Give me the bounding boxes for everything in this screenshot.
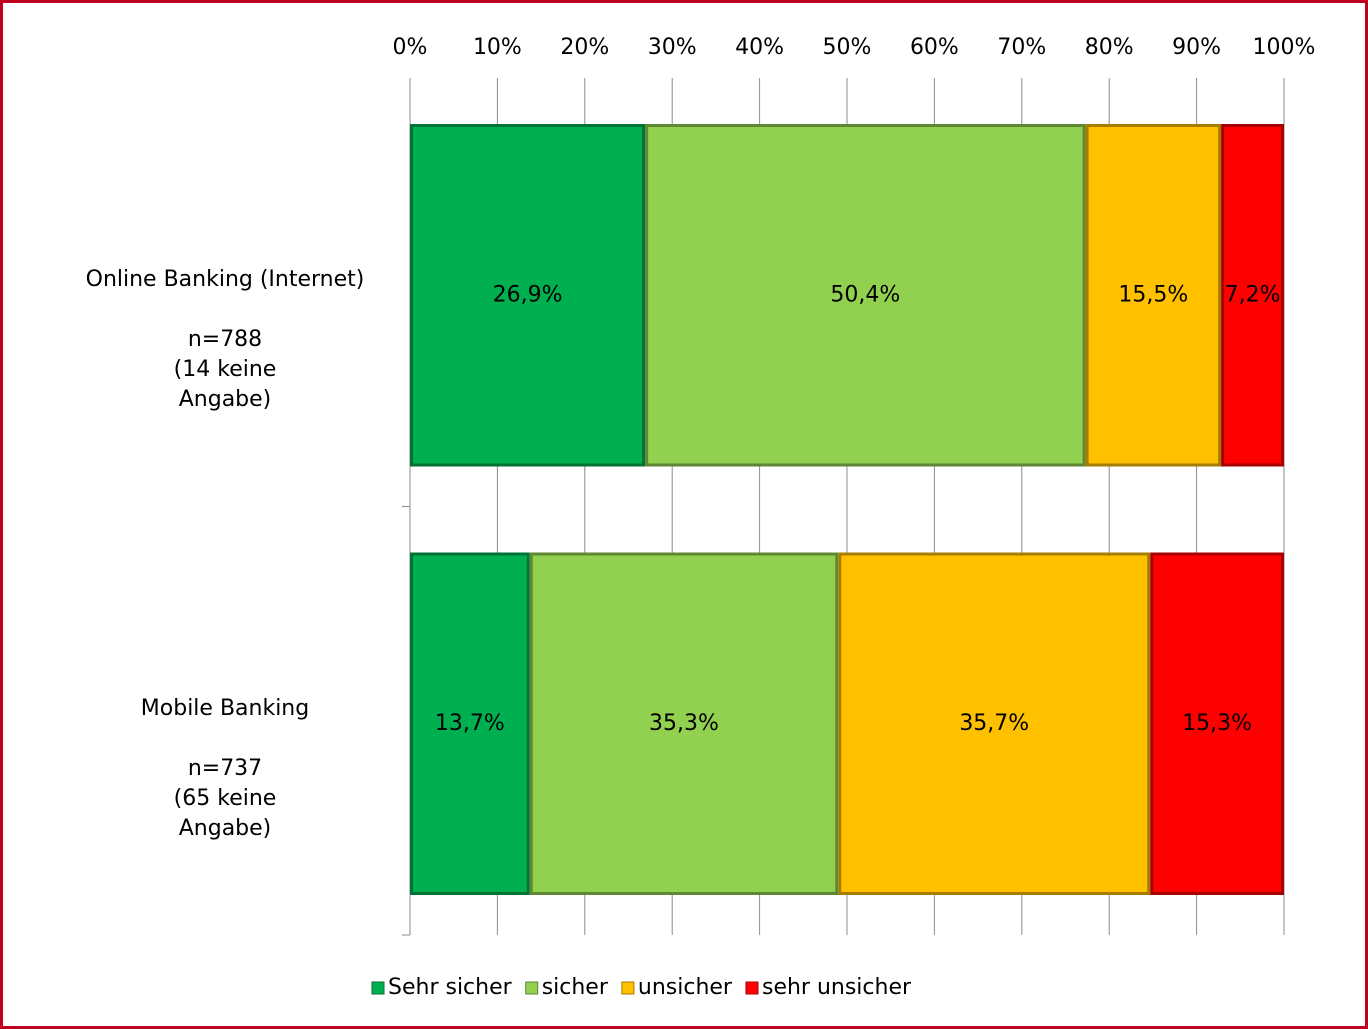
data-label: 7,2% bbox=[1225, 282, 1281, 307]
x-tick-label: 90% bbox=[1172, 35, 1221, 60]
bar-segment bbox=[1085, 124, 1222, 467]
bar-segment bbox=[838, 552, 1151, 895]
x-tick-label: 0% bbox=[393, 35, 428, 60]
legend-swatch bbox=[745, 981, 759, 995]
legend-label: unsicher bbox=[638, 975, 733, 1000]
data-label: 26,9% bbox=[493, 282, 563, 307]
bar-segment bbox=[1221, 124, 1285, 467]
legend-swatch bbox=[621, 981, 635, 995]
legend-label: sehr unsicher bbox=[762, 975, 912, 1000]
bar-segment bbox=[529, 552, 839, 895]
x-tick-label: 40% bbox=[735, 35, 784, 60]
legend-label: Sehr sicher bbox=[388, 975, 513, 1000]
x-tick-label: 60% bbox=[910, 35, 959, 60]
data-label: 50,4% bbox=[830, 282, 900, 307]
bar-segment bbox=[410, 552, 530, 895]
bar-segment bbox=[645, 124, 1086, 467]
data-label: 15,5% bbox=[1118, 282, 1188, 307]
category-label: Mobile Banking n=737 (65 keine Angabe) bbox=[140, 695, 310, 841]
category-label: Online Banking (Internet) n=788 (14 kein… bbox=[85, 267, 365, 413]
x-tick-label: 80% bbox=[1085, 35, 1134, 60]
x-tick-label: 50% bbox=[823, 35, 872, 60]
bar-segment bbox=[410, 124, 646, 467]
data-label: 13,7% bbox=[435, 711, 505, 736]
x-tick-label: 70% bbox=[997, 35, 1046, 60]
bar-segment bbox=[1150, 552, 1284, 895]
x-tick-label: 30% bbox=[648, 35, 697, 60]
data-label: 15,3% bbox=[1182, 711, 1252, 736]
legend-swatch bbox=[371, 981, 385, 995]
legend-swatch bbox=[525, 981, 539, 995]
x-tick-label: 20% bbox=[560, 35, 609, 60]
legend-label: sicher bbox=[542, 975, 609, 1000]
data-label: 35,7% bbox=[959, 711, 1029, 736]
data-label: 35,3% bbox=[649, 711, 719, 736]
x-tick-label: 100% bbox=[1253, 35, 1316, 60]
x-tick-label: 10% bbox=[473, 35, 522, 60]
